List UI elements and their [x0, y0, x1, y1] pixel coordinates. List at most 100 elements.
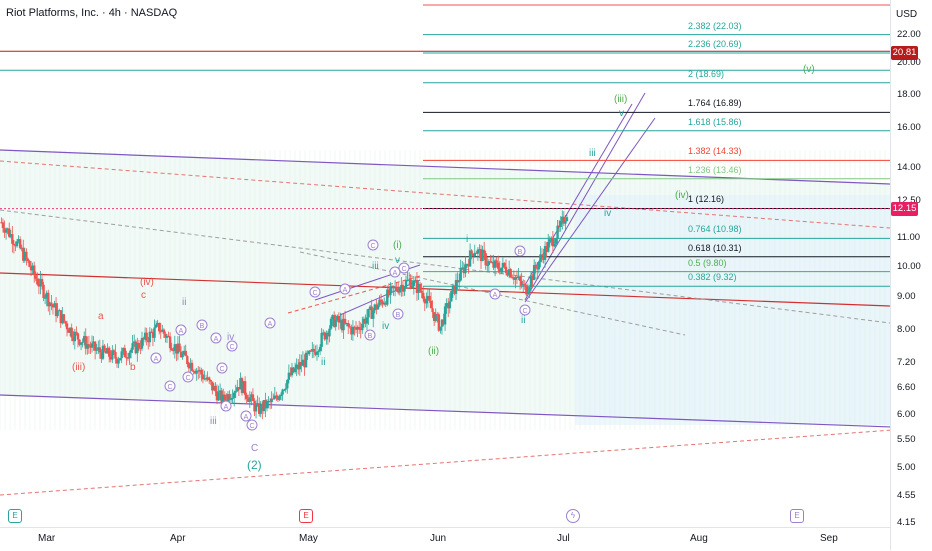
candle-body [398, 288, 401, 293]
price-tick: 7.20 [897, 357, 916, 368]
candle-body [187, 364, 191, 369]
candle-body [429, 300, 433, 309]
candle-body [386, 289, 389, 305]
candle-body [148, 331, 152, 343]
candle-body [397, 290, 400, 293]
candle-body [204, 378, 208, 380]
svg-text:C: C [185, 375, 190, 382]
candle-body [403, 287, 406, 292]
candle-body [126, 357, 130, 359]
wave-label: iv [604, 208, 612, 219]
price-tick: 4.15 [897, 517, 916, 528]
candle-body [86, 344, 89, 349]
time-axis[interactable] [0, 527, 890, 551]
candle-body [461, 267, 464, 269]
candle-body [156, 322, 159, 325]
candle-body [292, 367, 295, 373]
candle-body [511, 277, 514, 279]
wave-label: (i) [393, 240, 402, 251]
candle-body [409, 279, 412, 288]
candle-body [189, 362, 192, 369]
candle-body [318, 346, 322, 352]
candle-body [28, 260, 31, 267]
candle-body [143, 332, 147, 340]
wave-circle-marker: A [210, 332, 222, 344]
candle-body [154, 324, 158, 328]
wave-circle-marker: C [519, 304, 531, 316]
candle-body [282, 389, 286, 391]
wave-label: C [251, 443, 259, 454]
candle-body [536, 268, 539, 270]
candle-body [526, 291, 530, 295]
candle-body [501, 262, 505, 268]
candle-body [365, 317, 369, 324]
fib-label: 2 (18.69) [688, 68, 725, 79]
candle-body [317, 351, 320, 353]
candle-body [367, 308, 370, 318]
candle-body [312, 348, 316, 352]
candle-body [468, 250, 472, 267]
candle-body [411, 286, 414, 288]
candle-body [218, 390, 222, 393]
candle-body [329, 318, 333, 329]
candle-body [462, 267, 466, 274]
candle-body [425, 299, 428, 304]
candle-body [520, 280, 523, 286]
wave-circle-marker: C [164, 380, 176, 392]
candle-body [426, 295, 430, 300]
wave-circle-marker: A [264, 317, 276, 329]
candle-body [209, 380, 212, 382]
candle-body [565, 217, 569, 222]
candle-body [336, 315, 339, 321]
candle-body [139, 348, 142, 350]
svg-text:C: C [522, 308, 527, 315]
wave-label: (v) [803, 64, 815, 75]
svg-text:C: C [219, 366, 224, 373]
price-axis[interactable] [890, 0, 932, 550]
candle-body [212, 385, 216, 391]
candle-body [276, 397, 280, 400]
candle-body [229, 398, 233, 400]
candle-body [117, 360, 120, 364]
price-tick: 10.00 [897, 261, 921, 272]
candle-body [47, 292, 50, 307]
candle-body [279, 394, 283, 396]
candle-body [145, 332, 148, 341]
dividend-event-icon[interactable]: ϟ [566, 509, 580, 523]
earnings-event-icon[interactable]: E [790, 509, 804, 523]
candle-body [445, 303, 448, 307]
wave-circle-marker: A [220, 400, 232, 412]
candle-body [400, 284, 403, 289]
candle-body [543, 246, 547, 260]
price-tick: 16.00 [897, 122, 921, 133]
candle-body [531, 275, 534, 281]
currency-label[interactable]: USD [896, 9, 918, 20]
fib-label: 1 (12.16) [688, 194, 725, 205]
wave-label: ii [321, 357, 326, 368]
wave-label: iii [589, 148, 596, 159]
candle-body [198, 369, 202, 372]
candle-body [350, 327, 353, 335]
candle-body [340, 319, 344, 331]
candle-body [247, 398, 250, 402]
candle-body [200, 369, 203, 375]
svg-text:A: A [244, 414, 249, 421]
candle-body [351, 326, 355, 335]
wave-circle-marker: B [364, 329, 376, 341]
candle-body [100, 352, 103, 359]
candle-body [472, 253, 475, 257]
svg-text:B: B [368, 333, 373, 340]
wave-label: v [619, 108, 624, 119]
candle-body [339, 319, 342, 323]
earnings-event-icon[interactable]: E [8, 509, 22, 523]
earnings-event-icon[interactable]: E [299, 509, 313, 523]
svg-text:C: C [312, 290, 317, 297]
candle-body [168, 336, 172, 349]
candle-body [417, 283, 420, 293]
candle-body [347, 322, 350, 327]
candle-body [57, 310, 61, 312]
candle-body [564, 221, 567, 224]
candle-body [181, 353, 184, 358]
candle-body [118, 358, 122, 361]
